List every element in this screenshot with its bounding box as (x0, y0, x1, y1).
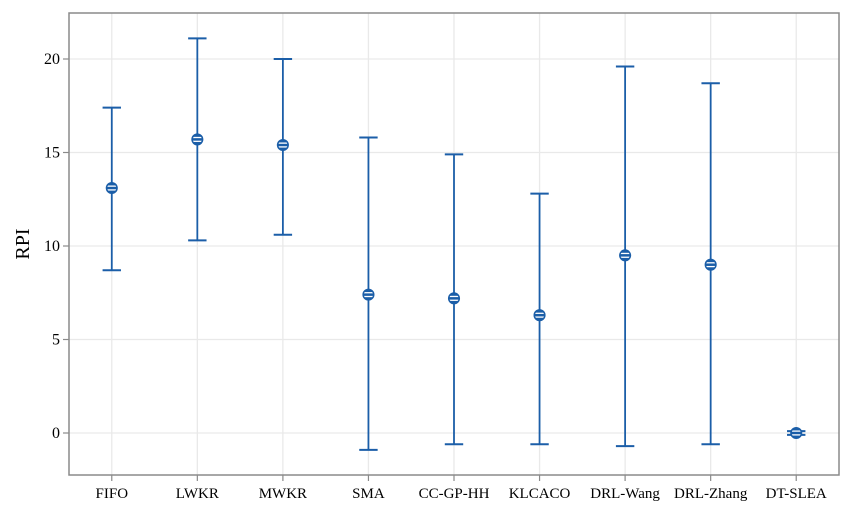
y-tick-label: 5 (52, 332, 60, 349)
mean-marker-outline (619, 249, 632, 262)
mean-marker (277, 139, 289, 151)
mean-marker-outline (533, 309, 546, 322)
x-category-label: DRL-Wang (590, 486, 660, 502)
x-category-label: FIFO (96, 486, 129, 502)
y-tick-label: 0 (52, 425, 60, 442)
mean-marker-outline (447, 292, 461, 305)
mean-marker-outline (362, 288, 375, 301)
mean-marker (363, 289, 374, 300)
mean-marker (790, 427, 802, 439)
y-axis-label: RPI (12, 228, 34, 259)
x-category-label: CC-GP-HH (419, 486, 490, 502)
mean-marker-outline (704, 258, 717, 271)
mean-marker (106, 182, 118, 194)
x-category-label: SMA (352, 486, 385, 502)
x-category-label: DRL-Zhang (674, 486, 748, 502)
y-tick-label: 20 (44, 51, 60, 68)
mean-marker (619, 250, 631, 261)
mean-marker (448, 293, 460, 304)
y-tick-label: 15 (44, 145, 60, 162)
x-category-label: KLCACO (509, 486, 571, 502)
mean-marker-outline (191, 133, 204, 146)
mean-marker-outline (105, 181, 118, 195)
x-category-label: DT-SLEA (766, 486, 827, 502)
x-category-label: MWKR (259, 486, 307, 502)
mean-marker (705, 259, 716, 271)
y-tick-label: 10 (44, 238, 60, 255)
x-category-label: LWKR (176, 486, 219, 502)
mean-marker (534, 309, 545, 321)
mean-marker-outline (790, 426, 803, 440)
mean-marker-outline (276, 138, 289, 152)
mean-marker (192, 134, 203, 145)
